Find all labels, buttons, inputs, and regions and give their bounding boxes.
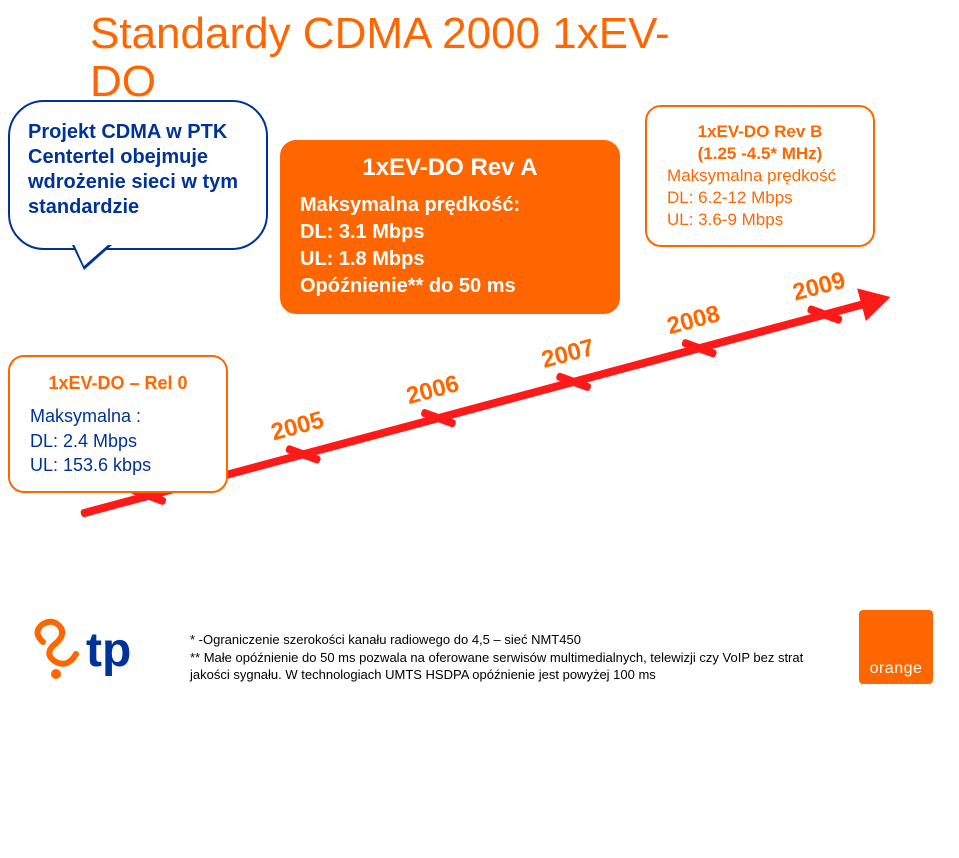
rev-b-box: 1xEV-DO Rev B (1.25 -4.5* MHz) Maksymaln… bbox=[645, 105, 875, 247]
rev-a-head: 1xEV-DO Rev A bbox=[300, 154, 600, 182]
rev-b-line: Maksymalna prędkość bbox=[667, 165, 853, 187]
rel-0-line: UL: 153.6 kbps bbox=[30, 453, 206, 477]
timeline-year: 2007 bbox=[539, 334, 598, 375]
slide-title: Standardy CDMA 2000 1xEV- DO bbox=[90, 10, 670, 107]
rev-a-body: Maksymalna prędkość: DL: 3.1 Mbps UL: 1.… bbox=[300, 192, 600, 300]
bubble-text: Projekt CDMA w PTK Centertel obejmuje wd… bbox=[28, 121, 238, 218]
rev-b-head2: (1.25 -4.5* MHz) bbox=[667, 143, 853, 165]
timeline-year: 2006 bbox=[403, 370, 462, 411]
rel-0-line: DL: 2.4 Mbps bbox=[30, 429, 206, 453]
rev-a-box: 1xEV-DO Rev A Maksymalna prędkość: DL: 3… bbox=[280, 140, 620, 314]
rev-a-line: UL: 1.8 Mbps bbox=[300, 246, 600, 273]
rel-0-line: Maksymalna : bbox=[30, 404, 206, 428]
rev-b-head1: 1xEV-DO Rev B bbox=[667, 121, 853, 143]
rev-a-line: DL: 3.1 Mbps bbox=[300, 219, 600, 246]
timeline-year: 2008 bbox=[664, 300, 723, 341]
project-callout-bubble: Projekt CDMA w PTK Centertel obejmuje wd… bbox=[8, 100, 268, 250]
timeline-year: 2005 bbox=[268, 406, 327, 447]
rel-0-box: 1xEV-DO – Rel 0 Maksymalna : DL: 2.4 Mbp… bbox=[8, 355, 228, 493]
timeline-arrowhead bbox=[857, 281, 895, 322]
rev-b-line: UL: 3.6-9 Mbps bbox=[667, 209, 853, 231]
rev-b-line: DL: 6.2-12 Mbps bbox=[667, 187, 853, 209]
rev-a-line: Opóźnienie** do 50 ms bbox=[300, 273, 600, 300]
title-line1: Standardy CDMA 2000 1xEV- bbox=[90, 9, 670, 58]
rel-0-head: 1xEV-DO – Rel 0 bbox=[30, 371, 206, 399]
rev-a-line: Maksymalna prędkość: bbox=[300, 192, 600, 219]
timeline-year: 2009 bbox=[790, 267, 849, 308]
